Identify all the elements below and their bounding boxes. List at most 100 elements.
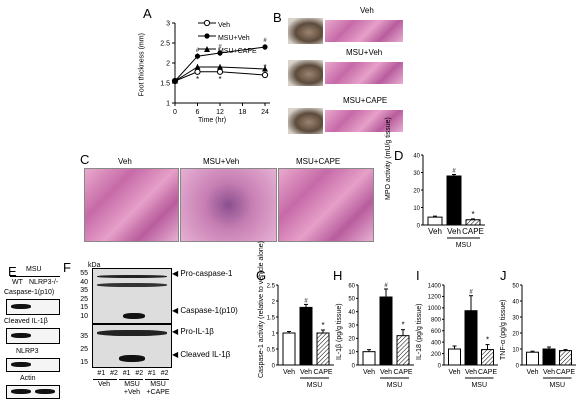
y-tick-label: 3	[166, 21, 170, 28]
x-tick-label: CAPE	[313, 369, 332, 376]
significance-mark: #	[469, 290, 473, 296]
x-tick-label: Veh	[300, 369, 312, 376]
panel-label-h: H	[333, 268, 343, 283]
significance-mark: *	[471, 210, 474, 219]
data-point	[261, 71, 269, 79]
blot-f-kda: kDa	[88, 262, 101, 269]
significance-mark: *	[321, 321, 324, 330]
x-tick-label: Veh	[380, 369, 392, 376]
y-tick-label: 20	[413, 188, 420, 194]
histology-veh	[84, 168, 179, 242]
blot-e-header: MSU	[26, 266, 42, 273]
bar	[542, 348, 556, 366]
y-tick-label: 2.5	[160, 41, 170, 48]
panel-label-f: F	[63, 260, 71, 275]
paw-photo-msu-veh	[288, 60, 323, 86]
x-tick-label: Veh	[447, 227, 461, 236]
significance-mark: *	[263, 63, 266, 72]
tissue-section-msu-veh	[325, 62, 403, 84]
blot-e-header-line	[10, 276, 60, 277]
bar	[481, 349, 494, 366]
blot-e-nlrp3	[6, 358, 60, 372]
bar	[282, 332, 296, 366]
data-point	[194, 64, 201, 70]
panel-b-label-msu-cape: MSU+CAPE	[343, 96, 388, 105]
significance-mark: *	[218, 75, 221, 84]
y-tick-label: 800	[431, 318, 442, 324]
data-point	[217, 64, 223, 70]
panel-label-i: I	[416, 268, 420, 283]
bar	[316, 332, 330, 366]
tissue-section-veh	[325, 20, 403, 42]
panel-label-d: D	[394, 148, 404, 163]
x-tick-label: Veh	[363, 369, 375, 376]
y-tick-label: 40	[512, 299, 519, 305]
chart-a: 3 2.5 2 1.5 1 0 6 12 18 24 # # # * * *	[160, 21, 270, 116]
blot-f-group-line-3	[145, 379, 169, 380]
y-tick-label: 1	[272, 331, 276, 337]
blot-f-label-casp-p10: ◀ Caspase-1(p10)	[172, 306, 238, 315]
y-tick-label: 30	[348, 323, 355, 329]
x-tick-label: 0	[173, 109, 177, 116]
x-tick-label: 6	[196, 109, 200, 116]
y-tick-label: 200	[431, 352, 442, 358]
blot-e-row-nlrp3: NLRP3	[16, 348, 39, 355]
chart-a-legend: Veh MSU+Veh MSU+CAPE	[198, 19, 257, 58]
chart-h-ylabel: IL-1β (pg/g tissue)	[336, 303, 343, 360]
blot-f-group-line-2	[119, 379, 143, 380]
bar	[559, 350, 572, 366]
data-point	[194, 53, 201, 59]
y-tick-label: 2	[272, 299, 276, 305]
panel-b-label-msu-veh: MSU+Veh	[346, 48, 383, 57]
y-tick-label: 50	[348, 297, 355, 303]
y-tick-label: 0	[272, 363, 276, 369]
x-tick-label: 12	[216, 109, 224, 116]
y-tick-label: 1200	[428, 295, 442, 301]
y-tick-label: 30	[413, 171, 420, 177]
bar	[396, 335, 410, 366]
blot-e-actin	[6, 385, 60, 399]
significance-mark: #	[263, 38, 267, 44]
y-tick-label: 10	[413, 206, 420, 212]
blot-e-casp1	[6, 299, 60, 315]
blot-f-markers-top: 55 40 35 25 15 10	[80, 270, 88, 320]
data-point	[172, 78, 178, 84]
blot-f-markers-bottom: 35 25 15	[80, 333, 88, 366]
panel-b-label-veh: Veh	[360, 6, 374, 15]
y-tick-label: 40	[413, 153, 420, 159]
blot-e-col-wt: WT	[12, 279, 23, 286]
chart-d-ylabel: MPO activity (mU/g tissue)	[385, 117, 392, 200]
y-tick-label: 20	[512, 331, 519, 337]
panel-c-label-msu-cape: MSU+CAPE	[296, 157, 341, 166]
blot-f-caspase	[92, 268, 172, 324]
blot-e-il1b	[6, 328, 60, 344]
bar	[299, 306, 313, 366]
bar	[427, 216, 443, 226]
blot-f-label-proil1b: ◀ Pro-IL-1β	[172, 327, 214, 336]
bar	[465, 219, 481, 226]
panel-label-j: J	[500, 268, 507, 283]
chart-j-ylabel: TNF-α (pg/g tissue)	[500, 299, 507, 360]
legend-item-veh: Veh	[198, 19, 257, 32]
panel-label-g: G	[256, 268, 267, 283]
group-label: MSU	[471, 382, 487, 389]
blot-f-group-msu-cape: MSU +CAPE	[146, 381, 170, 396]
x-tick-label: Veh	[543, 369, 555, 376]
blot-f-group-veh: Veh	[98, 381, 111, 388]
y-tick-label: 0	[352, 363, 356, 369]
panel-label-a: A	[143, 6, 152, 21]
x-tick-label: Veh	[526, 369, 538, 376]
paw-photo-msu-cape	[288, 108, 323, 134]
series-line	[174, 66, 266, 82]
bar	[362, 351, 376, 366]
series-line	[174, 46, 266, 82]
significance-mark: #	[452, 169, 456, 175]
y-tick-label: 2.5	[267, 283, 276, 289]
panel-label-c: C	[80, 152, 90, 167]
panel-label-b: B	[273, 10, 282, 25]
bar	[448, 348, 461, 366]
significance-mark: *	[401, 321, 404, 330]
